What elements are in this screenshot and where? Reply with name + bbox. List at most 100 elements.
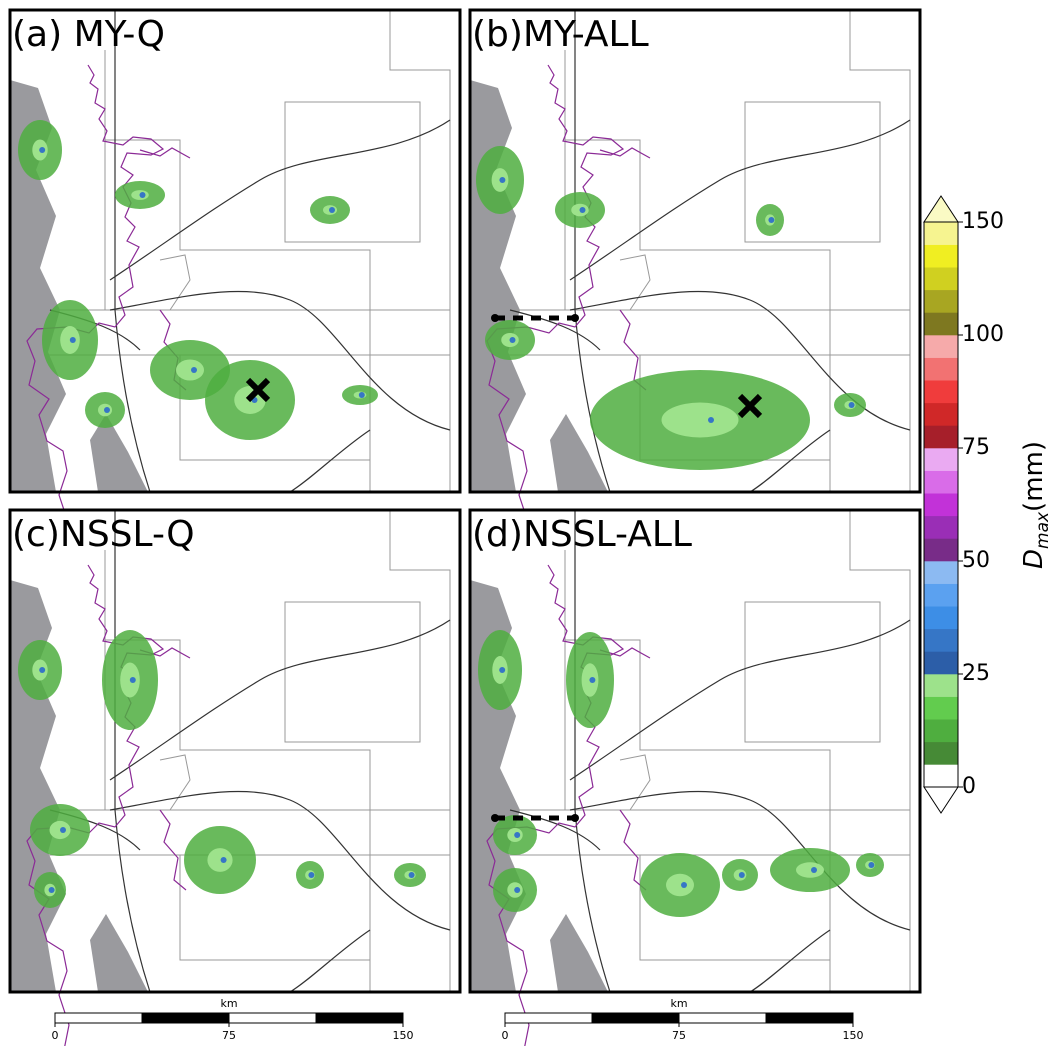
cross-section-end [571,814,579,822]
precip-peak [408,872,415,878]
scalebar-segment [141,1012,230,1024]
precip-peak [579,207,586,213]
colorbar-band [924,493,958,517]
panel-frame [468,508,922,994]
cross-section-end [491,314,499,322]
colorbar-tick-label: 50 [962,548,990,573]
colorbar-tick-label: 0 [962,774,976,799]
colorbar-band [924,561,958,584]
scalebar-segment [678,1012,767,1024]
scalebar-tick-label: 75 [672,1029,686,1042]
scalebar-tick-label: 0 [502,1029,509,1042]
colorbar-tick-label: 75 [962,435,990,460]
panel-title: (d)NSSL-ALL [472,514,692,555]
colorbar-tick-label: 25 [962,661,990,686]
precip-peak [358,392,365,398]
panel-background [10,510,460,992]
panel-frame [468,8,922,494]
scalebar-tick-label: 75 [222,1029,236,1042]
precip-core [666,873,694,897]
colorbar-band [924,267,958,291]
scalebar-tick-label: 150 [843,1029,864,1042]
precip-peak [104,407,110,413]
precip-peak [681,882,687,888]
precip-peak [60,827,66,833]
precip-peak [39,667,46,673]
precip-peak [848,402,855,408]
precip-peak [509,337,516,343]
scalebar-unit: km [670,997,687,1010]
colorbar-band [924,719,958,743]
colorbar-band [924,357,958,381]
precip-peak [220,857,227,863]
scalebar-tick-label: 150 [393,1029,414,1042]
scalebar-unit: km [220,997,237,1010]
scalebar-segment [504,1012,593,1024]
precip-peak [514,832,521,838]
precip-core [796,862,824,878]
x-marker [737,393,763,419]
colorbar-band [924,380,958,404]
x-marker [245,377,271,403]
cross-section-end [571,314,579,322]
colorbar-extend-bottom [923,786,959,814]
colorbar-band [924,674,958,697]
colorbar-label: Dmax(mm) [1019,441,1052,569]
precip-peak [514,887,521,893]
panel-frame [8,8,462,494]
scalebar-segment [315,1012,404,1024]
precip-peak [768,217,775,223]
colorbar-tick-label: 100 [962,322,1004,347]
precip-peak [589,677,596,683]
colorbar-band [924,583,958,607]
label-sub: max [1033,511,1052,549]
scalebar-segment [765,1012,854,1024]
precip-peak [499,667,506,673]
precip-core [207,848,233,872]
label-main: D [1019,549,1049,569]
cross-section-end [491,814,499,822]
colorbar-band [924,289,958,313]
colorbar-band [924,606,958,630]
colorbar-extend-top [923,195,959,223]
colorbar-band [924,448,958,471]
scalebar-segment [591,1012,680,1024]
map-panel: (d)NSSL-ALL [468,508,922,1046]
colorbar-band [924,741,958,765]
precip-peak [499,177,506,183]
precip-peak [811,867,817,873]
precip-core [176,359,204,381]
precip-peak [48,887,55,893]
precip-peak [708,417,714,423]
panel-title: (a) MY-Q [12,14,165,55]
colorbar-band [924,651,958,675]
colorbar-band [924,538,958,562]
precip-peak [191,367,197,373]
colorbar-band [924,628,958,652]
colorbar-band [924,312,958,336]
colorbar-band [924,696,958,720]
colorbar-band [924,425,958,449]
scalebar-segment [54,1012,143,1024]
panel-frame [8,508,462,994]
precip-peak [39,147,46,153]
precip-peak [129,677,136,683]
map-panel: (c)NSSL-Q [8,508,462,1046]
precip-peak [139,192,146,198]
colorbar-frame [923,221,959,788]
scalebar-tick-label: 0 [52,1029,59,1042]
colorbar-band [924,402,958,426]
precip-peak [738,872,745,878]
colorbar-band [924,470,958,494]
map-panel: (b)MY-ALL [468,8,922,556]
scalebar-segment [228,1012,317,1024]
panel-title: (c)NSSL-Q [12,514,195,555]
precip-peak [69,337,76,343]
colorbar-band [924,335,958,358]
label-unit: (mm) [1019,441,1049,512]
panel-background [470,510,920,992]
panel-title: (b)MY-ALL [472,14,649,55]
precip-peak [329,207,335,213]
colorbar-band [924,222,958,245]
